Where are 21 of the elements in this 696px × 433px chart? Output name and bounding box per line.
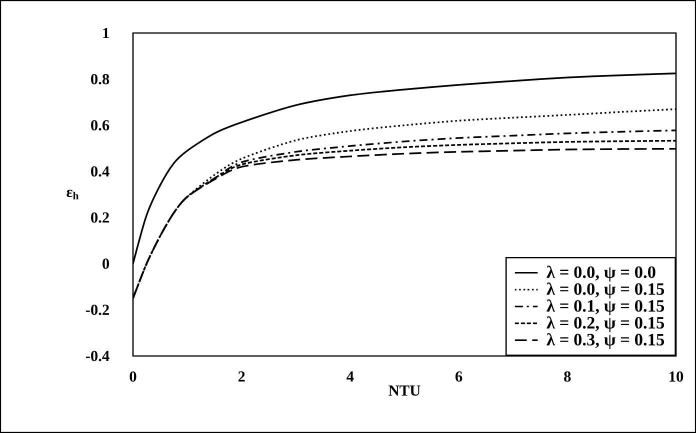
x-tick-label: 6 [455, 371, 462, 382]
y-tick-label: 0.4 [91, 166, 110, 177]
y-tick-label: 0.6 [91, 120, 110, 130]
legend-label: λ = 0.2, ψ = 0.15 [546, 316, 664, 332]
x-axis-title: NTU [388, 386, 420, 396]
y-axis-title: ε$_{h}$ [66, 190, 79, 200]
y-tick-label: 0.8 [91, 74, 110, 84]
y-tick-label: -0.4 [86, 350, 110, 362]
y-tick-label: -0.2 [86, 304, 109, 316]
y-tick-label: 0.2 [91, 212, 109, 223]
x-tick-label: 10 [670, 371, 684, 382]
x-tick-label: 0 [130, 371, 136, 382]
x-tick-label: 8 [564, 371, 571, 382]
legend-label: λ = 0.0, ψ = 0.0 [546, 266, 656, 282]
legend-label: λ = 0.1, ψ = 0.15 [546, 299, 664, 316]
x-tick-label: 2 [238, 371, 245, 382]
legend-label: λ = 0.3, ψ = 0.15 [546, 333, 664, 350]
y-tick-label: 0 [102, 258, 110, 269]
y-tick-label: 1 [103, 28, 109, 38]
x-tick-label: 4 [346, 371, 354, 382]
legend-label: λ = 0.0, ψ = 0.15 [546, 282, 664, 298]
